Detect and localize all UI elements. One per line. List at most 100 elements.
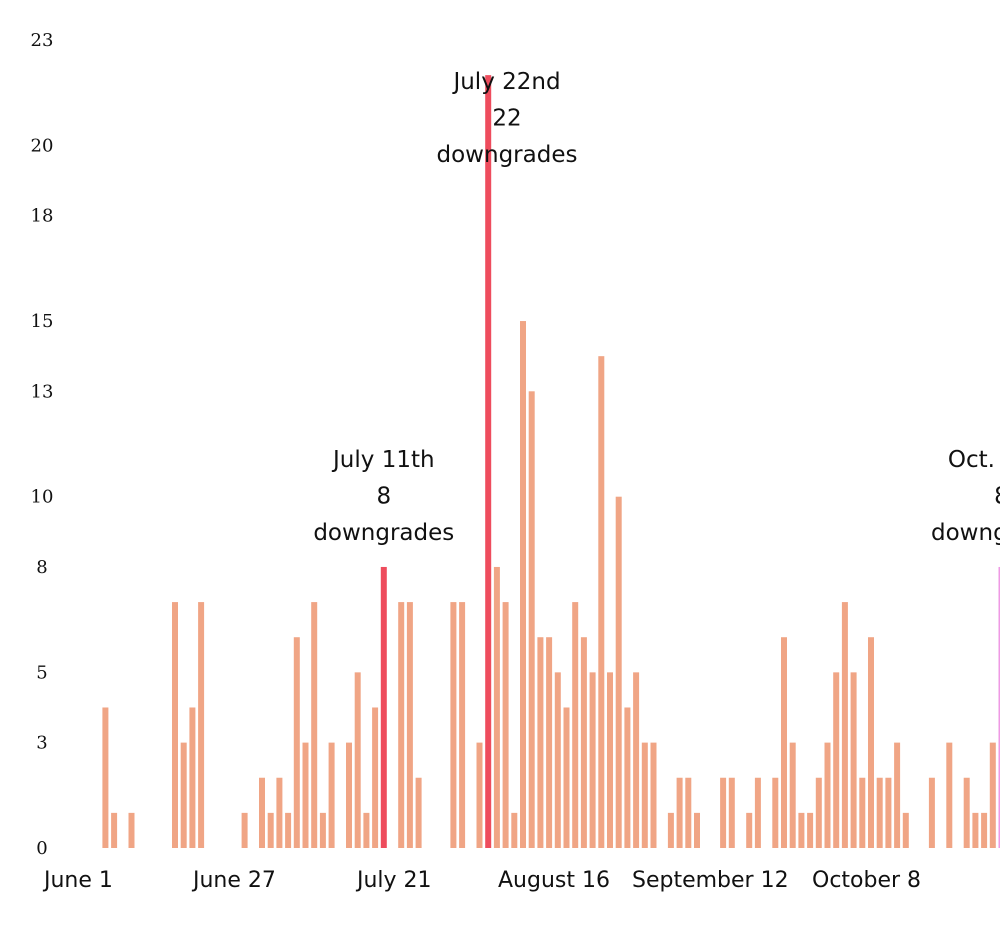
bar <box>902 812 909 848</box>
bar <box>798 812 805 848</box>
x-tick-label: July 21 <box>355 868 432 893</box>
x-tick-label: August 16 <box>498 868 610 893</box>
bar <box>598 356 605 848</box>
bar <box>824 742 831 848</box>
bar <box>511 812 518 848</box>
bar <box>607 672 613 848</box>
bar <box>868 637 874 848</box>
bar <box>650 742 657 848</box>
y-axis: 0 3 5 8 10 13 15 18 20 23 <box>31 30 54 859</box>
annotation-line: 22 <box>492 106 521 132</box>
bar <box>502 602 509 848</box>
bar <box>728 777 735 848</box>
bar <box>746 812 753 848</box>
y-tick-label: 8 <box>36 557 47 578</box>
bar <box>615 496 622 848</box>
bar <box>293 637 300 848</box>
bar <box>450 602 457 848</box>
y-tick-label: 13 <box>31 381 54 402</box>
y-tick-label: 0 <box>36 838 47 859</box>
y-tick-label: 15 <box>31 311 54 332</box>
bar <box>520 321 526 849</box>
highlight-bar <box>380 566 387 848</box>
bar <box>772 777 779 848</box>
bar <box>302 742 309 848</box>
bar <box>198 602 205 848</box>
bar <box>963 777 970 848</box>
bar <box>972 812 979 848</box>
y-tick-label: 3 <box>36 733 47 754</box>
highlight-bar <box>998 566 1000 848</box>
bar <box>694 812 700 848</box>
bar <box>537 637 544 848</box>
annotation-line: July 11th <box>331 447 435 473</box>
annotation-line: July 22nd <box>451 69 560 95</box>
bar <box>328 742 335 848</box>
bar <box>859 777 866 848</box>
bar <box>624 707 631 848</box>
y-tick-label: 10 <box>31 487 54 508</box>
bar <box>815 777 822 848</box>
annotation-0: July 11th 8 downgrades <box>313 447 454 546</box>
y-tick-label: 23 <box>31 30 54 51</box>
x-axis: June 1 June 27 July 21 August 16 September 1… <box>42 868 921 893</box>
bar <box>459 602 466 848</box>
y-tick-label: 5 <box>36 662 47 683</box>
annotation-line: downgrades <box>437 142 578 168</box>
bar <box>528 391 535 848</box>
bar <box>641 742 648 848</box>
bar <box>781 637 787 848</box>
bar <box>554 672 561 848</box>
x-tick-label: June 27 <box>191 868 276 893</box>
bar <box>180 742 187 848</box>
bar <box>346 742 352 848</box>
bar <box>833 672 840 848</box>
highlight-bar <box>485 75 492 848</box>
bar <box>885 777 892 848</box>
bar <box>476 742 483 848</box>
bar <box>876 777 883 848</box>
bar <box>981 812 988 848</box>
x-tick-label: October 8 <box>812 868 921 893</box>
bar <box>563 707 570 848</box>
bar <box>789 742 796 848</box>
annotation-2: Oct. 11th 8 downgrades <box>931 447 1000 546</box>
bar <box>807 812 814 848</box>
bar <box>572 602 579 848</box>
bar <box>319 812 326 848</box>
annotation-1: July 22nd 22 downgrades <box>437 69 578 168</box>
bar <box>546 637 553 848</box>
bar <box>111 812 118 848</box>
bars <box>102 75 1000 849</box>
bar <box>354 672 361 848</box>
bar <box>102 707 109 848</box>
bar <box>311 602 318 848</box>
bar <box>241 812 248 848</box>
bar <box>989 742 996 848</box>
annotation-line: downgrades <box>931 520 1000 546</box>
bar <box>276 777 283 848</box>
bar <box>633 672 640 848</box>
bar <box>946 742 953 848</box>
bar <box>259 777 265 848</box>
bar <box>589 672 596 848</box>
bar <box>580 637 587 848</box>
bar <box>841 602 848 848</box>
bar <box>676 777 683 848</box>
annotation-line: 8 <box>994 484 1000 510</box>
annotation-line: downgrades <box>313 520 454 546</box>
bar <box>189 707 196 848</box>
bar <box>285 812 292 848</box>
y-tick-label: 18 <box>31 206 54 227</box>
bar <box>372 707 379 848</box>
bar <box>928 777 935 848</box>
bar <box>667 812 674 848</box>
bar <box>850 672 857 848</box>
x-tick-label: June 1 <box>42 868 113 893</box>
bar <box>754 777 761 848</box>
bar <box>406 602 413 848</box>
annotation-line: Oct. 11th <box>948 447 1000 473</box>
annotation-line: 8 <box>376 484 391 510</box>
y-tick-label: 20 <box>31 135 54 156</box>
